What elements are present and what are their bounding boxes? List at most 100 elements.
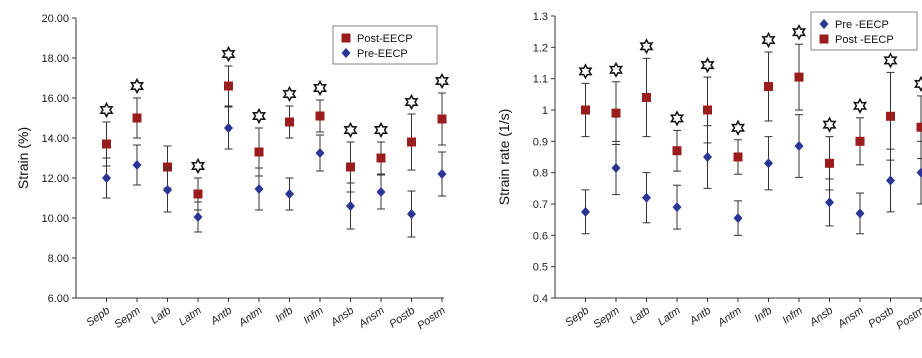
six-point-star-icon	[129, 77, 145, 95]
strain-y-tick-label: 12.00	[41, 173, 69, 185]
six-point-star-icon	[639, 38, 654, 55]
strain-rate-y-tick-label: 1.3	[533, 11, 548, 23]
strain-rate-pre-eecp-point	[916, 167, 922, 178]
strain-chart: 6.00 8.00 10.00 12.00 14.00 16.00 18.00 20.00 St…	[15, 13, 450, 333]
strain-legend-label: Post-EECP	[357, 33, 413, 45]
strain-rate-category-label: Postb	[866, 305, 896, 331]
strain-category-label: Latb	[149, 305, 173, 327]
strain-rate-legend-label: Pre -EECP	[835, 19, 889, 31]
strain-post-eecp-point	[376, 153, 386, 163]
strain-legend-box	[332, 25, 438, 65]
strain-rate-y-tick-label: 0.8	[533, 168, 548, 180]
strain-rate-legend: Pre -EECP Post -EECP	[810, 11, 918, 51]
strain-rate-post-eecp-point	[703, 105, 712, 115]
strain-category-label: Postb	[387, 305, 417, 331]
strain-category-label: Sepm	[112, 305, 142, 331]
strain-legend-marker	[341, 33, 351, 43]
six-point-star-icon	[669, 110, 685, 127]
six-point-star-icon	[883, 52, 898, 69]
strain-legend-label: Pre-EECP	[357, 48, 408, 60]
six-point-star-icon	[608, 61, 624, 78]
six-point-star-icon	[373, 121, 389, 139]
strain-category-label: Postm	[415, 305, 447, 333]
strain-rate-pre-eecp-point	[764, 158, 773, 169]
strain-pre-eecp-point	[376, 187, 386, 197]
strain-post-eecp-point	[285, 117, 294, 127]
strain-y-tick-label: 16.00	[41, 93, 69, 105]
strain-legend: Post-EECP Pre-EECP	[332, 25, 438, 65]
strain-rate-legend-label: Post -EECP	[835, 34, 894, 46]
strain-category-label: Latm	[177, 305, 204, 329]
strain-y-tick-label: 14.00	[41, 133, 69, 145]
strain-post-eecp-point	[346, 162, 355, 172]
strain-rate-pre-eecp-point	[733, 213, 743, 224]
strain-rate-y-tick-label: 0.9	[533, 136, 548, 148]
strain-rate-y-tick-label: 1.1	[533, 74, 548, 86]
strain-y-tick-label: 10.00	[41, 213, 69, 225]
strain-rate-post-eecp-point	[764, 82, 773, 91]
strain-pre-eecp-point	[102, 173, 111, 183]
strain-rate-y-tick-label: 0.7	[533, 199, 548, 211]
strain-rate-y-tick-label: 0.4	[533, 293, 548, 305]
strain-post-eecp-point	[193, 189, 203, 199]
strain-rate-category-label: Infm	[780, 305, 804, 327]
strain-category-label: Infm	[301, 305, 325, 327]
strain-pre-eecp-point	[437, 169, 447, 179]
strain-post-eecp-point	[163, 162, 172, 172]
strain-rate-pre-eecp-point	[825, 197, 834, 208]
strain-pre-eecp-point	[285, 189, 294, 199]
strain-pre-eecp-point	[254, 184, 264, 194]
strain-rate-post-eecp-point	[642, 92, 651, 102]
six-point-star-icon	[700, 56, 715, 74]
strain-rate-y-tick-label: 1.2	[533, 42, 548, 54]
strain-post-eecp-point	[224, 81, 233, 91]
strain-y-tick-label: 6.00	[48, 293, 69, 305]
strain-rate-post-eecp-point	[825, 158, 834, 168]
strain-rate-post-eecp-point	[794, 72, 804, 82]
strain-rate-category-label: Antb	[687, 305, 713, 328]
six-point-star-icon	[312, 79, 328, 97]
strain-pre-eecp-point	[193, 212, 203, 222]
strain-rate-category-label: Latm	[656, 305, 683, 329]
strain-pre-eecp-point	[224, 123, 233, 133]
strain-rate-category-label: Infb	[752, 305, 774, 325]
six-point-star-icon	[434, 72, 450, 90]
six-point-star-icon	[282, 85, 297, 103]
strain-legend-marker	[341, 48, 351, 58]
six-point-star-icon	[761, 31, 776, 49]
strain-rate-category-label: Postm	[894, 305, 922, 333]
strain-rate-category-label: Antm	[715, 305, 744, 330]
strain-rate-post-eecp-point	[886, 111, 895, 121]
six-point-star-icon	[730, 119, 746, 136]
strain-post-eecp-point	[102, 139, 111, 149]
strain-rate-category-label: Latb	[628, 305, 652, 327]
strain-category-label: Sepb	[84, 305, 112, 330]
strain-rate-pre-eecp-point	[855, 208, 865, 219]
six-point-star-icon	[822, 116, 837, 133]
strain-category-label: Ansm	[356, 305, 387, 332]
strain-category-label: Antb	[208, 305, 234, 328]
strain-category-label: Infb	[273, 305, 295, 325]
six-point-star-icon	[251, 107, 267, 125]
six-point-star-icon	[343, 121, 358, 139]
six-point-star-icon	[190, 157, 206, 175]
strain-rate-category-label: Ansm	[835, 305, 866, 332]
strain-rate-post-eecp-point	[733, 152, 743, 162]
strain-rate-legend-box	[810, 11, 918, 51]
strain-rate-y-tick-label: 0.5	[533, 262, 548, 274]
strain-pre-eecp-point	[163, 185, 172, 195]
strain-rate-category-label: Ansb	[807, 305, 835, 330]
strain-rate-post-eecp-point	[611, 108, 621, 118]
strain-plot-area	[99, 45, 450, 238]
six-point-star-icon	[221, 45, 236, 63]
strain-post-eecp-point	[132, 113, 142, 123]
strain-rate-legend-marker	[819, 19, 829, 29]
strain-rate-pre-eecp-point	[672, 202, 682, 213]
strain-rate-pre-eecp-point	[703, 152, 712, 162]
strain-rate-post-eecp-point	[672, 146, 682, 156]
strain-rate-y-tick-label: 1	[542, 105, 548, 117]
strain-rate-plot-area	[578, 24, 922, 236]
strain-pre-eecp-point	[346, 201, 355, 211]
strain-rate-post-eecp-point	[916, 122, 922, 132]
